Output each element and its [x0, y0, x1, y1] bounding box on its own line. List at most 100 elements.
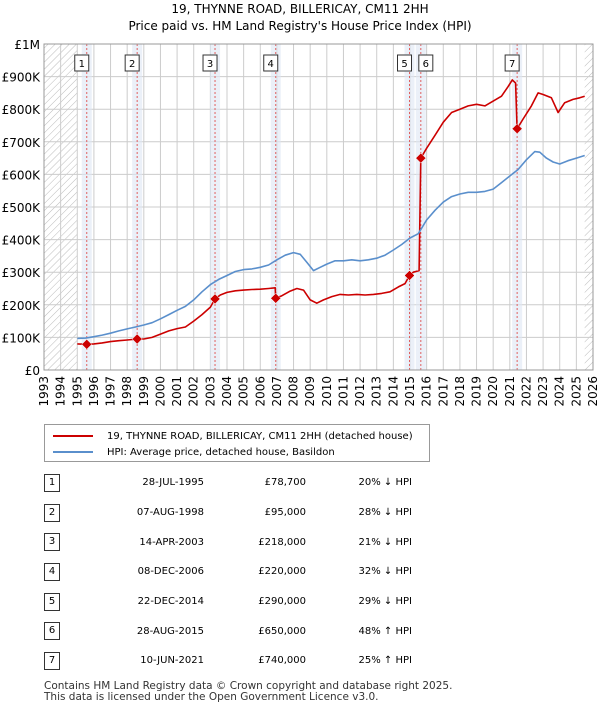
sale-point-marker — [270, 292, 282, 304]
sale-number-label: 2 — [124, 54, 140, 72]
sale-number-box — [418, 54, 434, 72]
x-tick-label: 2011 — [336, 376, 350, 407]
x-tick-label: 2005 — [237, 376, 251, 407]
price-chart: 1 2 3 4 5 6 7 £0 £100K £200K £300K £400K £500K £600K… — [2, 38, 600, 407]
sale-highlight-band — [270, 44, 281, 370]
sale-date: 10-JUN-2021 — [140, 655, 204, 667]
sale-number-badge: 2 — [44, 503, 60, 522]
hpi-line — [77, 150, 585, 340]
x-tick-label: 2004 — [220, 376, 234, 407]
x-tick-label: 2008 — [287, 376, 301, 407]
legend-line-hpi — [53, 451, 93, 453]
sale-number-badge: 6 — [44, 622, 60, 641]
sale-date: 22-DEC-2014 — [137, 596, 204, 608]
sale-number-box — [202, 54, 218, 72]
chart-title: 19, THYNNE ROAD, BILLERICAY, CM11 2HH — [171, 2, 429, 16]
sale-number-label: 7 — [504, 54, 520, 72]
sale-number-box — [504, 54, 520, 72]
x-tick-label: 2019 — [470, 376, 484, 407]
x-tick-label: 1995 — [70, 376, 84, 407]
table-row: 3 14-APR-2003 £218,000 21% ↓ HPI — [44, 527, 412, 557]
x-tick-label: 1997 — [104, 376, 118, 407]
table-row: 5 22-DEC-2014 £290,000 29% ↓ HPI — [44, 587, 412, 617]
sale-number-badge: 3 — [44, 533, 60, 552]
sale-number-label: 4 — [263, 54, 279, 72]
sale-price: £650,000 — [258, 625, 306, 637]
x-tick-label: 2003 — [203, 376, 217, 407]
table-row: 2 07-AUG-1998 £95,000 28% ↓ HPI — [44, 498, 412, 528]
sale-date: 14-APR-2003 — [139, 536, 204, 548]
legend-label-hpi: HPI: Average price, detached house, Basi… — [107, 446, 335, 458]
sale-point-marker — [404, 270, 415, 281]
sale-number-label: 6 — [418, 54, 434, 72]
sale-number-box — [74, 54, 90, 72]
sale-hpi-change: 20% ↓ HPI — [358, 477, 412, 489]
sale-number-text: 7 — [509, 59, 515, 70]
sale-price: £740,000 — [258, 655, 306, 667]
property-price-line — [77, 79, 585, 346]
sale-number-box — [124, 54, 140, 72]
y-tick-label: £100K — [2, 331, 42, 345]
x-tick-label: 2015 — [403, 376, 417, 407]
y-tick-label: £300K — [2, 266, 42, 280]
sale-number-text: 1 — [79, 59, 85, 70]
sale-point-marker — [209, 293, 221, 305]
sale-date: 08-DEC-2006 — [137, 566, 204, 578]
sale-hpi-change: 28% ↓ HPI — [358, 507, 412, 519]
footer: Contains HM Land Registry data © Crown c… — [44, 681, 452, 703]
x-tick-label: 2009 — [303, 376, 317, 407]
sale-date: 07-AUG-1998 — [136, 507, 204, 519]
x-tick-label: 2022 — [519, 376, 533, 407]
x-tick-label: 2018 — [453, 376, 467, 407]
x-tick-label: 2013 — [370, 376, 384, 407]
footer-copyright: Contains HM Land Registry data © Crown c… — [44, 680, 453, 692]
sale-number-text: 2 — [129, 59, 135, 70]
sale-price: £218,000 — [258, 536, 306, 548]
sale-highlight-band — [132, 44, 143, 370]
sale-number-box — [263, 54, 279, 72]
sale-number-badge: 4 — [44, 562, 60, 581]
table-row: 7 10-JUN-2021 £740,000 25% ↑ HPI — [44, 646, 412, 676]
x-tick-label: 2020 — [486, 376, 500, 407]
sale-number-badge: 7 — [44, 651, 60, 670]
x-tick-label: 2010 — [320, 376, 334, 407]
sale-number-badge: 5 — [44, 592, 60, 611]
legend-item-hpi: HPI: Average price, detached house, Basi… — [53, 444, 335, 460]
sale-price: £78,700 — [264, 477, 306, 489]
y-tick-label: £200K — [2, 299, 42, 313]
y-tick-label: £1M — [14, 38, 40, 52]
x-tick-label: 2025 — [569, 376, 583, 407]
x-tick-label: 1998 — [120, 376, 134, 407]
sale-point-marker — [131, 333, 143, 345]
footer-licence: This data is licensed under the Open Gov… — [44, 691, 379, 703]
y-tick-label: £400K — [2, 234, 42, 248]
legend-line-property — [53, 435, 93, 437]
sale-highlight-band — [210, 44, 221, 370]
plot-frame — [43, 43, 594, 371]
x-tick-label: 1994 — [54, 376, 68, 407]
sale-hpi-change: 29% ↓ HPI — [358, 596, 412, 608]
sale-number-badge: 1 — [44, 473, 60, 492]
x-tick-label: 2002 — [187, 376, 201, 407]
sale-date: 28-AUG-2015 — [136, 625, 204, 637]
sale-point-marker — [415, 152, 427, 164]
table-row: 4 08-DEC-2006 £220,000 32% ↓ HPI — [44, 557, 412, 587]
y-tick-label: £0 — [25, 364, 40, 378]
sale-point-marker — [511, 123, 523, 135]
x-tick-label: 2014 — [386, 376, 400, 407]
x-tick-label: 2017 — [436, 376, 450, 407]
sale-price: £290,000 — [258, 596, 306, 608]
x-tick-label: 1993 — [37, 376, 51, 407]
x-tick-label: 2023 — [536, 376, 550, 407]
legend: 19, THYNNE ROAD, BILLERICAY, CM11 2HH (d… — [44, 424, 430, 462]
x-tick-label: 2012 — [353, 376, 367, 407]
x-tick-label: 2001 — [170, 376, 184, 407]
sale-number-label: 3 — [202, 54, 218, 72]
sale-hpi-change: 48% ↑ HPI — [358, 625, 412, 637]
x-tick-label: 2021 — [503, 376, 517, 407]
table-row: 1 28-JUL-1995 £78,700 20% ↓ HPI — [44, 468, 412, 498]
y-tick-label: £900K — [2, 71, 42, 85]
y-tick-label: £700K — [2, 136, 42, 150]
sale-number-box — [397, 54, 413, 72]
x-tick-label: 2016 — [420, 376, 434, 407]
